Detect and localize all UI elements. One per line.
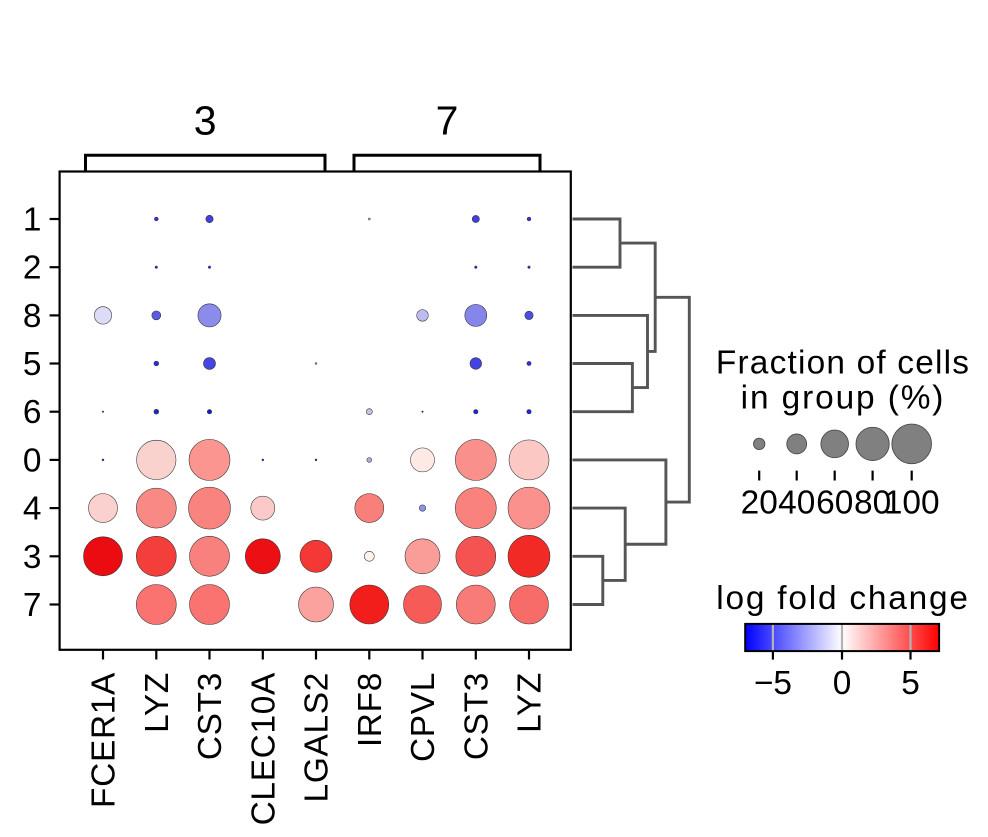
svg-text:3: 3 [194,98,217,144]
svg-text:Fraction of cells: Fraction of cells [716,344,970,381]
svg-text:3: 3 [23,539,42,576]
svg-text:6: 6 [23,394,42,431]
svg-text:LGALS2: LGALS2 [299,672,336,802]
svg-text:4: 4 [23,491,42,528]
svg-text:100: 100 [884,484,940,521]
svg-text:LYZ: LYZ [512,672,549,733]
svg-text:5: 5 [23,346,42,383]
svg-text:8: 8 [23,298,42,335]
svg-text:80: 80 [854,484,891,521]
svg-text:in group (%): in group (%) [741,379,946,416]
svg-text:7: 7 [23,587,42,624]
svg-text:FCER1A: FCER1A [86,672,123,808]
svg-text:7: 7 [436,98,459,144]
svg-text:2: 2 [23,250,42,287]
svg-text:LYZ: LYZ [139,672,176,733]
svg-text:CST3: CST3 [458,672,495,760]
svg-text:1: 1 [23,202,42,239]
svg-text:CST3: CST3 [192,672,229,760]
svg-text:0: 0 [833,665,852,702]
svg-text:CPVL: CPVL [405,672,442,762]
svg-text:60: 60 [816,484,853,521]
svg-text:CLEC10A: CLEC10A [245,672,282,825]
svg-text:−5: −5 [754,665,792,702]
svg-text:IRF8: IRF8 [352,672,389,747]
svg-text:5: 5 [901,665,920,702]
svg-text:40: 40 [778,484,815,521]
svg-text:log fold change: log fold change [716,580,970,617]
svg-text:0: 0 [23,442,42,479]
svg-text:20: 20 [741,484,778,521]
